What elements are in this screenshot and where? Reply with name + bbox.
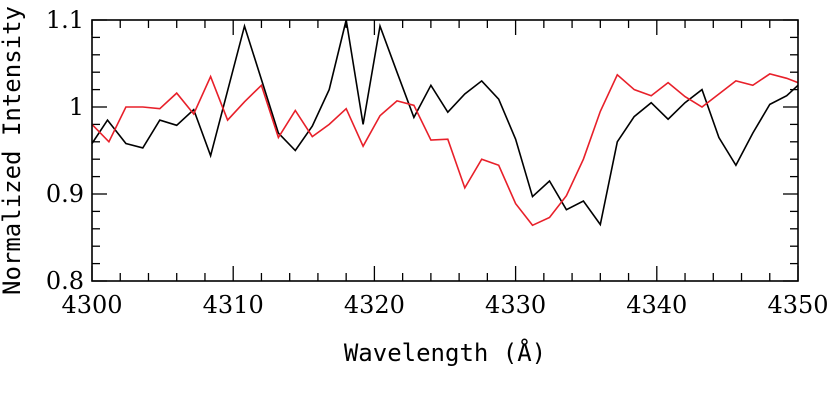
x-tick-label: 4350 — [767, 291, 828, 319]
x-tick-label: 4320 — [344, 291, 405, 319]
x-tick-label: 4340 — [626, 291, 687, 319]
x-tick-label: 4330 — [485, 291, 546, 319]
x-tick-label: 4300 — [61, 291, 122, 319]
series-line-2 — [91, 73, 799, 227]
y-tick-labels: 0.8 0.9 1 1.1 — [46, 6, 84, 295]
major-tick-marks — [91, 19, 799, 282]
y-tick-label: 1.1 — [46, 6, 84, 34]
y-tick-label: 0.8 — [46, 267, 84, 295]
x-axis-title: Wavelength (Å) — [344, 338, 546, 367]
series-layer — [91, 19, 799, 227]
series-line-1 — [91, 19, 799, 227]
plot-frame — [91, 19, 799, 282]
y-axis-title: Normalized Intensity — [0, 6, 26, 295]
x-tick-label: 4310 — [203, 291, 264, 319]
x-tick-labels: 4300 4310 4320 4330 4340 4350 — [61, 291, 828, 319]
y-tick-label: 1 — [69, 93, 84, 121]
minor-tick-marks — [92, 20, 798, 281]
y-tick-label: 0.9 — [46, 180, 84, 208]
